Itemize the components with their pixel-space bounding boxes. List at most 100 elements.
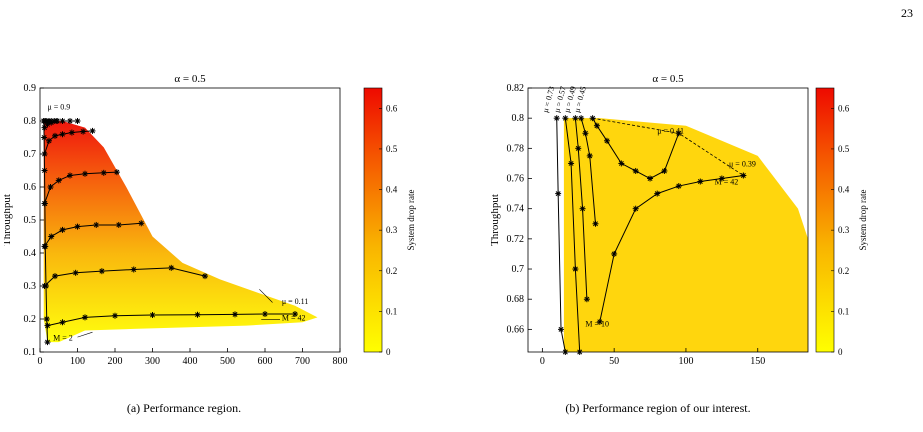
y-tick-label: 0.74 xyxy=(507,204,525,215)
x-axis-label: Delay xyxy=(177,368,204,370)
colorbar-tick-label: 0.6 xyxy=(386,103,398,113)
data-point xyxy=(149,312,156,319)
y-tick-label: 0.6 xyxy=(24,182,37,193)
colorbar-tick-label: 0.3 xyxy=(838,225,850,235)
y-tick-label: 0.4 xyxy=(24,248,37,259)
data-point xyxy=(582,130,589,137)
data-point xyxy=(292,311,298,318)
data-point xyxy=(52,273,58,280)
x-tick-label: 500 xyxy=(220,356,235,367)
data-point xyxy=(647,175,654,182)
colorbar-tick-label: 0.1 xyxy=(386,306,397,316)
annotation-m-left: M = 2 xyxy=(53,333,73,342)
data-point xyxy=(562,115,569,122)
data-point xyxy=(262,311,268,318)
y-tick-label: 0.82 xyxy=(507,83,525,94)
colorbar-label: System drop rate xyxy=(858,190,868,251)
data-point xyxy=(113,169,120,176)
x-tick-label: 200 xyxy=(108,356,123,367)
data-point xyxy=(115,221,122,228)
data-point xyxy=(43,316,50,322)
data-point xyxy=(59,226,66,233)
x-tick-label: 400 xyxy=(183,356,198,367)
data-point xyxy=(41,134,48,141)
colorbar-tick-label: 0 xyxy=(838,347,843,357)
data-point xyxy=(47,184,54,190)
colorbar xyxy=(363,87,383,353)
data-point xyxy=(42,243,49,250)
data-point xyxy=(562,349,569,355)
data-point xyxy=(48,233,55,240)
data-point xyxy=(618,160,625,167)
data-point xyxy=(596,318,603,325)
chart-a: 0 100 200 300 400 500 600 700 800 0.1 0.2 0.3 0.4 0.5… xyxy=(4,73,416,370)
data-point xyxy=(54,118,61,124)
plot-frame xyxy=(527,87,809,353)
data-point xyxy=(72,269,79,276)
data-point xyxy=(654,190,661,197)
chart-b: 0 50 100 150 0.66 0.68 0.7 0.72 0.74 0.76 0.78 0.8 0… xyxy=(489,73,868,370)
data-point xyxy=(80,128,87,135)
colorbar-tick-label: 0.2 xyxy=(386,266,397,276)
colorbar-label: System drop rate xyxy=(406,190,416,251)
y-tick-label: 0.2 xyxy=(24,314,37,325)
performance-surface xyxy=(563,118,808,352)
y-tick-label: 0.76 xyxy=(507,174,525,185)
y-tick-label: 0.8 xyxy=(512,113,525,124)
x-axis-label: Delay xyxy=(655,368,682,370)
chart-title: α = 0.5 xyxy=(652,73,684,85)
series-line xyxy=(580,118,596,224)
annotation-mu-right2: μ = 0.39 xyxy=(729,159,756,168)
data-point xyxy=(43,283,49,289)
data-point xyxy=(592,220,599,227)
data-point xyxy=(44,339,51,346)
y-tick-label: 0.78 xyxy=(507,143,525,154)
figure-a: 0 100 200 300 400 500 600 700 800 0.1 0.2 0.3 0.4 0.5… xyxy=(4,70,434,370)
colorbar-tick-label: 0.2 xyxy=(838,266,849,276)
x-tick-label: 800 xyxy=(333,356,348,367)
x-tick-label: 100 xyxy=(70,356,85,367)
x-tick-label: 700 xyxy=(295,356,310,367)
y-tick-label: 0.1 xyxy=(24,347,37,358)
colorbar-tick-label: 0.5 xyxy=(838,144,850,154)
x-tick-label: 0 xyxy=(38,356,43,367)
data-point xyxy=(572,266,579,273)
data-point xyxy=(98,268,105,275)
y-tick-label: 0.72 xyxy=(507,234,525,245)
series-line xyxy=(564,118,581,353)
colorbar-tick-label: 0.6 xyxy=(838,103,850,113)
x-tick-label: 50 xyxy=(609,356,619,367)
caption-a: (a) Performance region. xyxy=(126,401,242,415)
data-point xyxy=(93,221,100,228)
data-point xyxy=(232,311,238,318)
data-point xyxy=(583,296,590,303)
colorbar-tick-label: 0 xyxy=(386,347,391,357)
data-point xyxy=(632,205,639,212)
data-point xyxy=(675,183,682,190)
data-point xyxy=(603,137,610,144)
data-point xyxy=(593,122,600,129)
caption-b: (b) Performance region of our interest. xyxy=(565,401,751,415)
colorbar-tick-label: 0.4 xyxy=(386,185,398,195)
series-line xyxy=(43,120,48,343)
data-point xyxy=(718,175,725,182)
data-point xyxy=(579,205,586,212)
colorbar-tick-label: 0.3 xyxy=(386,225,398,235)
data-point xyxy=(89,127,96,134)
data-point xyxy=(558,326,565,333)
x-tick-label: 150 xyxy=(750,356,765,367)
data-point xyxy=(59,118,66,124)
data-point xyxy=(555,190,562,197)
y-tick-label: 0.68 xyxy=(507,294,525,305)
x-tick-label: 0 xyxy=(540,356,545,367)
data-point xyxy=(74,223,81,230)
y-axis-label: Throughput xyxy=(489,194,501,246)
data-point xyxy=(82,170,88,177)
data-point xyxy=(41,200,48,207)
data-point xyxy=(46,137,52,144)
data-point xyxy=(697,178,704,185)
annotation-m-right: M = 42 xyxy=(282,314,306,323)
data-point xyxy=(572,115,579,122)
colorbar-tick-label: 0.5 xyxy=(386,144,398,154)
chart-title: α = 0.5 xyxy=(174,73,206,85)
